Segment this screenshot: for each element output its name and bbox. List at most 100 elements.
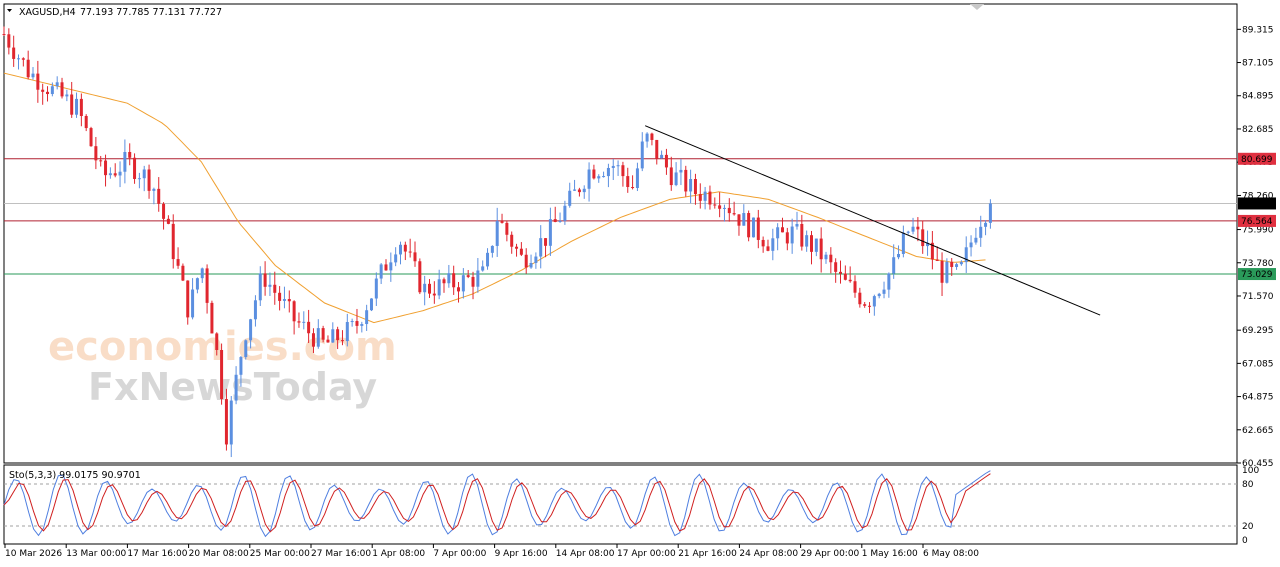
candle-body [660, 154, 664, 159]
candle-body [128, 151, 132, 158]
candle-body [350, 321, 354, 323]
candle-body [302, 321, 306, 323]
ma-line [3, 72, 986, 324]
ytick-label: 69.295 [1242, 326, 1274, 336]
candle-body [539, 238, 543, 257]
candle-body [21, 58, 25, 60]
candle-body [374, 278, 378, 299]
candle-body [930, 242, 934, 260]
candle-body [137, 178, 141, 180]
candle-body [713, 204, 717, 206]
candle-body [747, 213, 751, 238]
candle-body [31, 73, 35, 78]
xtick-label: 6 May 08:00 [923, 549, 979, 559]
candle-body [921, 229, 925, 247]
candle-body [46, 91, 50, 95]
xtick-label: 14 Apr 08:00 [556, 549, 615, 559]
candle-body [229, 400, 233, 445]
candle-body [742, 213, 746, 226]
ytick-label: 71.570 [1242, 292, 1274, 302]
xtick-label: 13 Mar 00:00 [66, 549, 126, 559]
trendline-line [644, 125, 1101, 316]
candle-body [892, 257, 896, 274]
candle-body [887, 273, 891, 290]
candle-body [500, 221, 504, 223]
candle-body [616, 165, 620, 167]
candle-body [800, 223, 804, 247]
candle-body [307, 321, 311, 334]
candle-body [853, 281, 857, 293]
candle-body [577, 189, 581, 193]
stoch-level-label: 100 [1242, 466, 1259, 476]
candle-body [534, 256, 538, 263]
candle-body [36, 73, 40, 90]
candle-body [2, 34, 6, 36]
xtick-label: 10 Mar 2026 [5, 549, 62, 559]
candle-body [292, 301, 296, 322]
candle-body [766, 246, 770, 251]
candle-body [945, 261, 949, 283]
candle-body [123, 151, 127, 172]
current-price-tag-bg [1238, 197, 1276, 210]
candle-body [655, 139, 659, 159]
candle-body [176, 259, 180, 266]
candle-body [693, 179, 697, 195]
candle-body [253, 300, 257, 320]
candle-body [785, 232, 789, 244]
candle-body [505, 222, 509, 235]
ytick-label: 64.875 [1242, 393, 1274, 403]
candle-body [935, 259, 939, 261]
ytick-label: 73.780 [1242, 259, 1274, 269]
ytick-label: 62.665 [1242, 426, 1274, 436]
candle-body [582, 188, 586, 193]
candle-body [239, 357, 243, 375]
xtick-label: 17 Mar 16:00 [127, 549, 187, 559]
candle-body [447, 273, 451, 284]
stoch-panel [3, 464, 1238, 545]
candle-body [974, 237, 978, 243]
candle-body [355, 321, 359, 326]
candle-body [626, 176, 630, 188]
candle-body [926, 242, 930, 247]
candle-body [703, 191, 707, 201]
candle-body [490, 245, 494, 253]
candle-body [964, 247, 968, 263]
candle-body [916, 226, 920, 230]
level-tag-73.029: 73.029 [1241, 270, 1273, 280]
xtick-label: 20 Mar 08:00 [189, 549, 249, 559]
candle-body [345, 322, 349, 342]
candle-body [394, 254, 398, 263]
trendline[interactable] [644, 125, 1101, 316]
candle-body [55, 82, 59, 87]
candle-body [737, 214, 741, 226]
level-tag-76.564: 76.564 [1241, 217, 1273, 227]
candle-body [689, 179, 693, 192]
candle-body [940, 260, 944, 283]
candle-body [311, 333, 315, 347]
candle-body [166, 218, 170, 224]
candle-body [515, 246, 519, 249]
candle-body [12, 47, 16, 59]
candle-body [955, 264, 959, 267]
candle-body [635, 168, 639, 188]
ytick-label: 75.990 [1242, 226, 1274, 236]
xtick-label: 27 Mar 16:00 [311, 549, 371, 559]
candle-body [224, 399, 228, 445]
candle-body [544, 238, 548, 246]
candle-body [834, 262, 838, 272]
candle-body [365, 310, 369, 325]
candle-body [360, 324, 364, 326]
xtick-label: 1 May 16:00 [862, 549, 918, 559]
candle-body [142, 169, 146, 179]
candle-body [461, 275, 465, 292]
candle-body [732, 213, 736, 215]
candle-body [495, 221, 499, 246]
candle-body [486, 252, 490, 267]
candle-body [606, 167, 610, 177]
candle-body [234, 374, 238, 401]
candle-body [321, 328, 325, 340]
candle-body [157, 188, 161, 204]
symbol-dropdown-icon[interactable] [7, 9, 12, 12]
chart-shift-marker[interactable] [970, 4, 984, 10]
